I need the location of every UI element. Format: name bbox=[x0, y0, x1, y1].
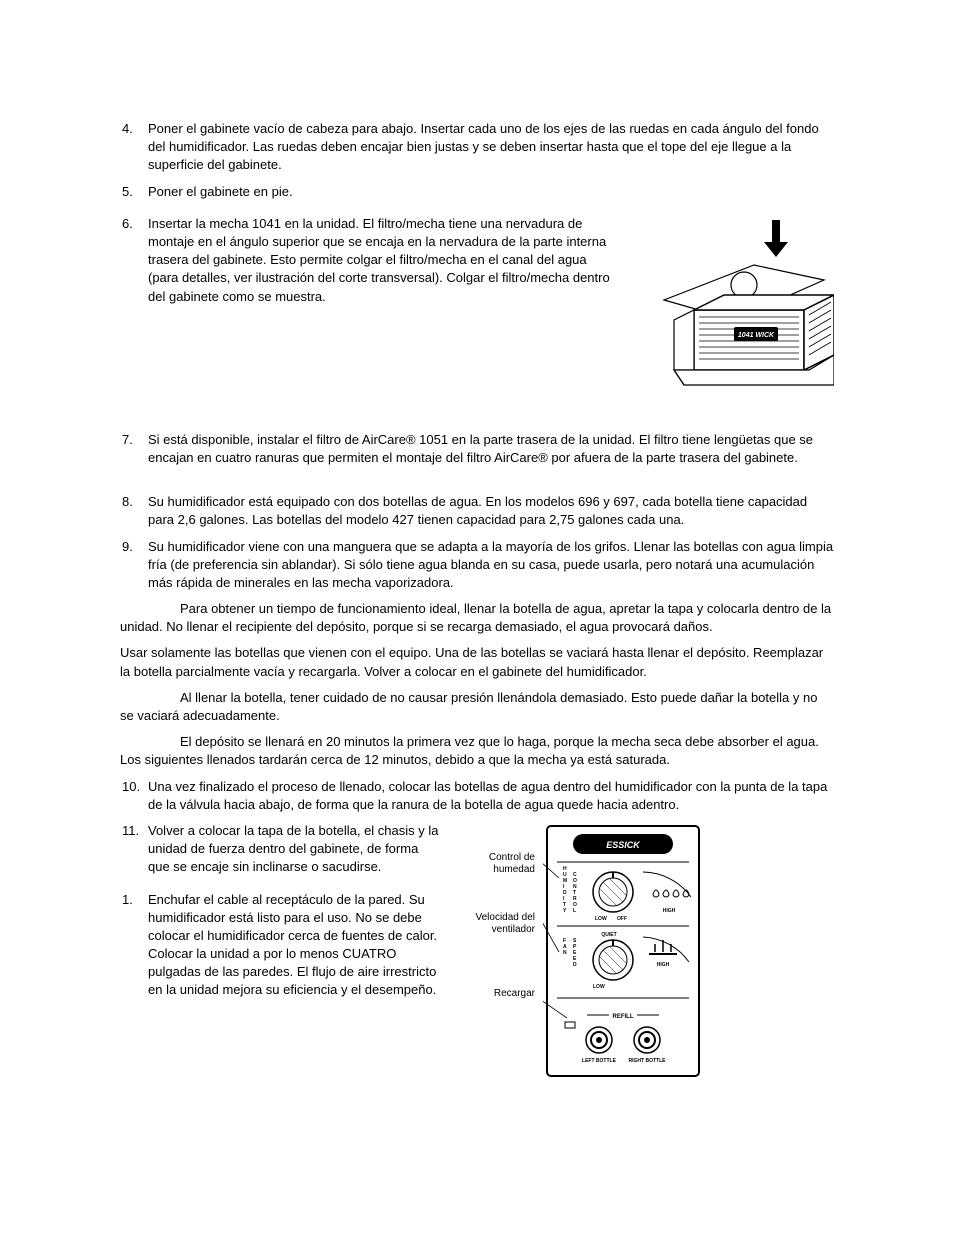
paragraph: Para obtener un tiempo de funcionamiento… bbox=[120, 600, 834, 636]
item-text: Su humidificador viene con una manguera … bbox=[148, 538, 834, 593]
item-text: Insertar la mecha 1041 en la unidad. El … bbox=[148, 215, 614, 306]
list-item-11-and-panel: 11. Volver a colocar la tapa de la botel… bbox=[120, 822, 834, 1082]
item-number: 9. bbox=[120, 538, 148, 593]
item-text: Poner el gabinete vacío de cabeza para a… bbox=[148, 120, 834, 175]
item-number: 10. bbox=[120, 778, 148, 814]
item-text: Enchufar el cable al receptáculo de la p… bbox=[148, 891, 440, 1000]
svg-text:RIGHT BOTTLE: RIGHT BOTTLE bbox=[629, 1058, 667, 1064]
svg-text:ESSICK: ESSICK bbox=[606, 840, 641, 850]
svg-text:HIGH: HIGH bbox=[663, 908, 676, 914]
svg-text:LOW: LOW bbox=[595, 916, 607, 922]
svg-text:HIGH: HIGH bbox=[657, 962, 670, 968]
list-item-4: 4. Poner el gabinete vacío de cabeza par… bbox=[120, 120, 834, 175]
item-text: Si está disponible, instalar el filtro d… bbox=[148, 431, 834, 467]
item-text: Su humidificador está equipado con dos b… bbox=[148, 493, 834, 529]
svg-text:OFF: OFF bbox=[617, 916, 627, 922]
paragraph: Al llenar la botella, tener cuidado de n… bbox=[120, 689, 834, 725]
down-arrow-icon bbox=[764, 220, 788, 257]
item-number: 5. bbox=[120, 183, 148, 201]
item-number: 11. bbox=[120, 822, 148, 877]
callout-humidity: Control de humedad bbox=[460, 852, 535, 876]
item-text: Volver a colocar la tapa de la botella, … bbox=[148, 822, 440, 877]
svg-text:L: L bbox=[573, 908, 576, 914]
svg-text:1041 WICK: 1041 WICK bbox=[738, 332, 775, 339]
list-item-9: 9. Su humidificador viene con una mangue… bbox=[120, 538, 834, 593]
item-number: 6. bbox=[120, 215, 148, 306]
svg-text:LOW: LOW bbox=[593, 984, 605, 990]
list-item-6: 6. Insertar la mecha 1041 en la unidad. … bbox=[120, 215, 834, 405]
svg-text:D: D bbox=[573, 962, 577, 968]
item-number: 4. bbox=[120, 120, 148, 175]
control-panel-illustration: Control de humedad Velocidad del ventila… bbox=[460, 822, 703, 1082]
wick-install-illustration: 1041 WICK bbox=[634, 215, 834, 405]
item-number: 1. bbox=[120, 891, 148, 1000]
paragraph: El depósito se llenará en 20 minutos la … bbox=[120, 733, 834, 769]
callout-fan: Velocidad del ventilador bbox=[460, 912, 535, 936]
paragraph: Usar solamente las botellas que vienen c… bbox=[120, 644, 834, 680]
list-item-5: 5. Poner el gabinete en pie. bbox=[120, 183, 834, 201]
svg-text:LEFT BOTTLE: LEFT BOTTLE bbox=[582, 1058, 617, 1064]
svg-text:N: N bbox=[563, 950, 567, 956]
callout-refill: Recargar bbox=[460, 988, 535, 1000]
list-item-10: 10. Una vez finalizado el proceso de lle… bbox=[120, 778, 834, 814]
item-text: Poner el gabinete en pie. bbox=[148, 183, 834, 201]
svg-text:QUIET: QUIET bbox=[601, 932, 616, 938]
list-item-7: 7. Si está disponible, instalar el filtr… bbox=[120, 431, 834, 467]
item-text: Una vez finalizado el proceso de llenado… bbox=[148, 778, 834, 814]
item-number: 7. bbox=[120, 431, 148, 467]
list-item-8: 8. Su humidificador está equipado con do… bbox=[120, 493, 834, 529]
svg-text:REFILL: REFILL bbox=[613, 1014, 634, 1020]
item-number: 8. bbox=[120, 493, 148, 529]
